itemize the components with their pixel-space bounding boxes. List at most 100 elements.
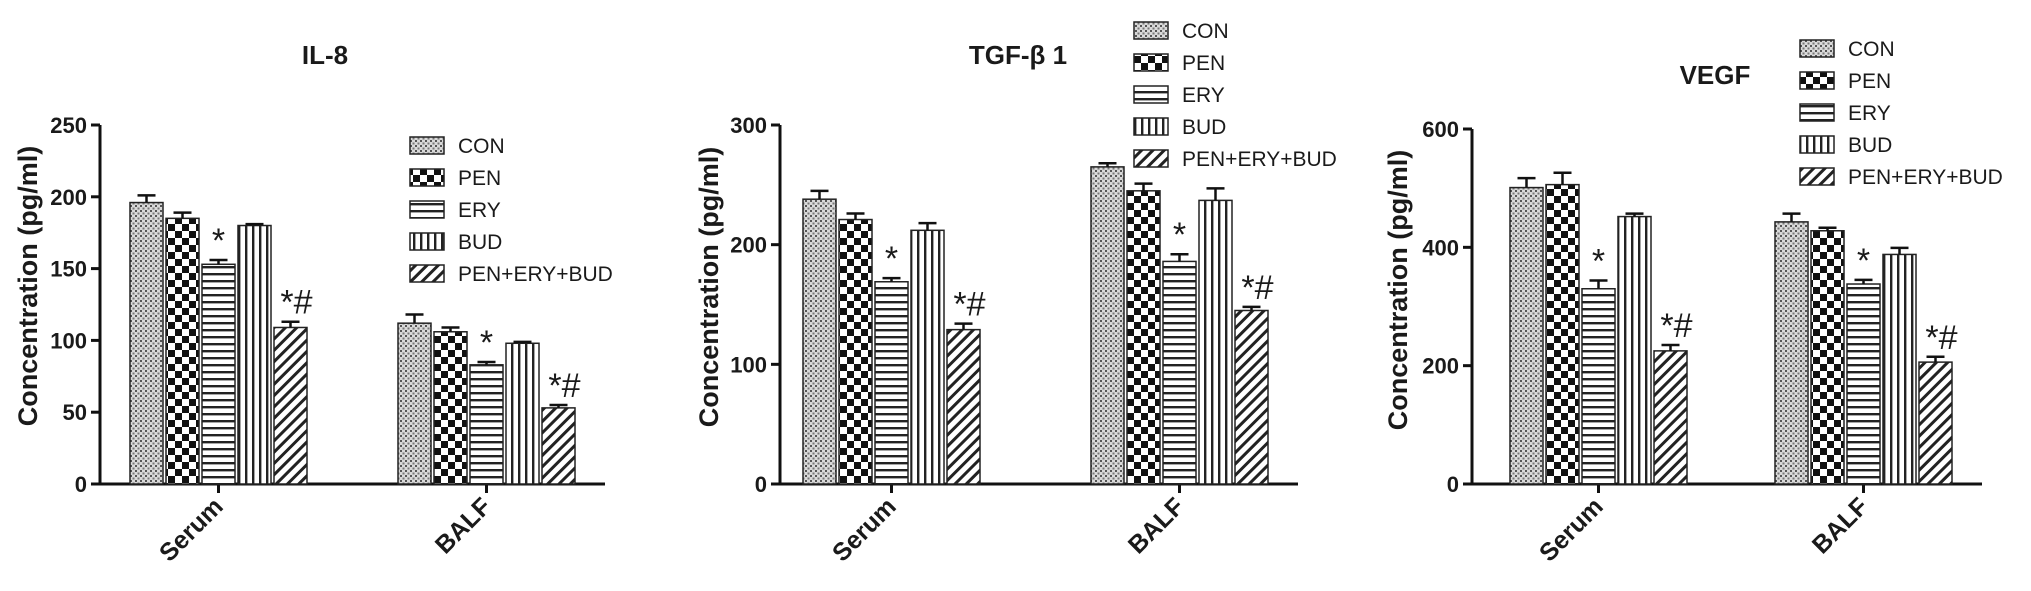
bar [1617, 215, 1652, 485]
legend-swatch [1799, 167, 1835, 186]
significance-marker: * [1592, 242, 1605, 280]
bars: * *# * *# [1509, 171, 1958, 485]
y-tick-label: 0 [1447, 472, 1459, 497]
legend-swatch [1799, 135, 1835, 154]
bar [1653, 350, 1688, 485]
significance-marker: * [212, 222, 225, 260]
x-tick-label: Serum [154, 492, 229, 567]
chart-title: VEGF [1680, 60, 1751, 90]
bar [165, 217, 200, 485]
bar [1810, 230, 1845, 485]
bar [1774, 221, 1809, 485]
legend: CON PEN ERY BUD PEN+ERY+BUD [1799, 38, 2003, 189]
chart-panel-vegf: VEGF Concentration (pg/ml) 0 200 400 600 Ser… [1383, 38, 2003, 567]
significance-marker: *# [548, 367, 580, 405]
bar [1581, 288, 1616, 485]
legend-swatch [409, 168, 445, 187]
bar [397, 322, 432, 485]
legend-label: ERY [1182, 84, 1225, 107]
significance-marker: *# [1925, 319, 1957, 357]
bar [1090, 166, 1125, 485]
legend-label: BUD [1182, 116, 1226, 139]
legend-label: ERY [1848, 102, 1891, 125]
chart-panel-il8: IL-8 Concentration (pg/ml) 0 50 100 150 200 2… [13, 40, 613, 567]
y-tick-label: 600 [1422, 117, 1459, 142]
legend-label: PEN+ERY+BUD [458, 263, 613, 286]
legend-swatch [1799, 39, 1835, 58]
legend-swatch [1799, 103, 1835, 122]
bar [201, 263, 236, 485]
y-tick-label: 0 [755, 472, 767, 497]
x-tick-label: Serum [827, 492, 902, 567]
bar [838, 218, 873, 485]
bar [874, 281, 909, 485]
bars: * *# * *# [802, 162, 1274, 485]
legend-swatch [1133, 149, 1169, 168]
legend-swatch [409, 264, 445, 283]
chart-panel-tgf-beta1: TGF-β 1 Concentration (pg/ml) 0 100 200 300… [694, 20, 1337, 567]
legend: CON PEN ERY BUD PEN+ERY+BUD [1133, 20, 1337, 171]
bar [541, 407, 576, 485]
significance-marker: *# [953, 286, 985, 324]
legend-swatch [409, 136, 445, 155]
bar [505, 342, 540, 485]
significance-marker: * [1857, 242, 1870, 280]
y-tick-label: 200 [730, 233, 767, 258]
y-tick-label: 100 [50, 328, 87, 353]
legend-label: CON [1848, 38, 1895, 61]
y-tick-label: 400 [1422, 235, 1459, 260]
significance-marker: *# [1660, 307, 1692, 345]
bar [237, 224, 272, 485]
x-tick-label: BALF [1807, 492, 1874, 559]
bar [1545, 183, 1580, 485]
y-tick-label: 200 [1422, 354, 1459, 379]
legend-label: PEN+ERY+BUD [1182, 148, 1337, 171]
bars: * *# * *# [129, 194, 581, 485]
significance-marker: * [480, 324, 493, 362]
legend-label: BUD [458, 231, 502, 254]
legend-label: ERY [458, 199, 501, 222]
bar [1509, 186, 1544, 485]
y-axis-label: Concentration (pg/ml) [694, 147, 724, 427]
legend-label: PEN [1848, 70, 1891, 93]
x-tick-label: Serum [1534, 492, 1609, 567]
legend-swatch [1133, 21, 1169, 40]
y-axis-label: Concentration (pg/ml) [13, 146, 43, 426]
legend-label: BUD [1848, 134, 1892, 157]
bar [946, 328, 981, 485]
legend-swatch [1133, 117, 1169, 136]
legend-label: PEN [1182, 52, 1225, 75]
bar [802, 198, 837, 485]
bar [1126, 190, 1161, 485]
significance-marker: * [885, 240, 898, 278]
chart-title: IL-8 [302, 40, 348, 70]
bar [1198, 199, 1233, 485]
legend-label: PEN+ERY+BUD [1848, 166, 2003, 189]
y-tick-label: 0 [75, 472, 87, 497]
bar [1918, 361, 1953, 485]
bar [469, 364, 504, 485]
y-tick-label: 50 [63, 400, 87, 425]
x-tick-label: BALF [430, 492, 497, 559]
legend-swatch [1133, 85, 1169, 104]
legend: CON PEN ERY BUD PEN+ERY+BUD [409, 135, 613, 286]
significance-marker: *# [280, 284, 312, 322]
y-tick-label: 250 [50, 113, 87, 138]
y-tick-label: 100 [730, 352, 767, 377]
chart-title: TGF-β 1 [969, 40, 1067, 70]
legend-label: CON [458, 135, 505, 158]
y-tick-label: 300 [730, 113, 767, 138]
legend-swatch [409, 232, 445, 251]
legend-label: PEN [458, 167, 501, 190]
x-tick-label: BALF [1123, 492, 1190, 559]
legend-label: CON [1182, 20, 1229, 43]
legend-swatch [1799, 71, 1835, 90]
bar [1846, 283, 1881, 485]
bar [129, 201, 164, 485]
bar [273, 326, 308, 485]
bar [1882, 253, 1917, 485]
y-tick-label: 150 [50, 257, 87, 282]
significance-marker: * [1173, 216, 1186, 254]
significance-marker: *# [1241, 269, 1273, 307]
